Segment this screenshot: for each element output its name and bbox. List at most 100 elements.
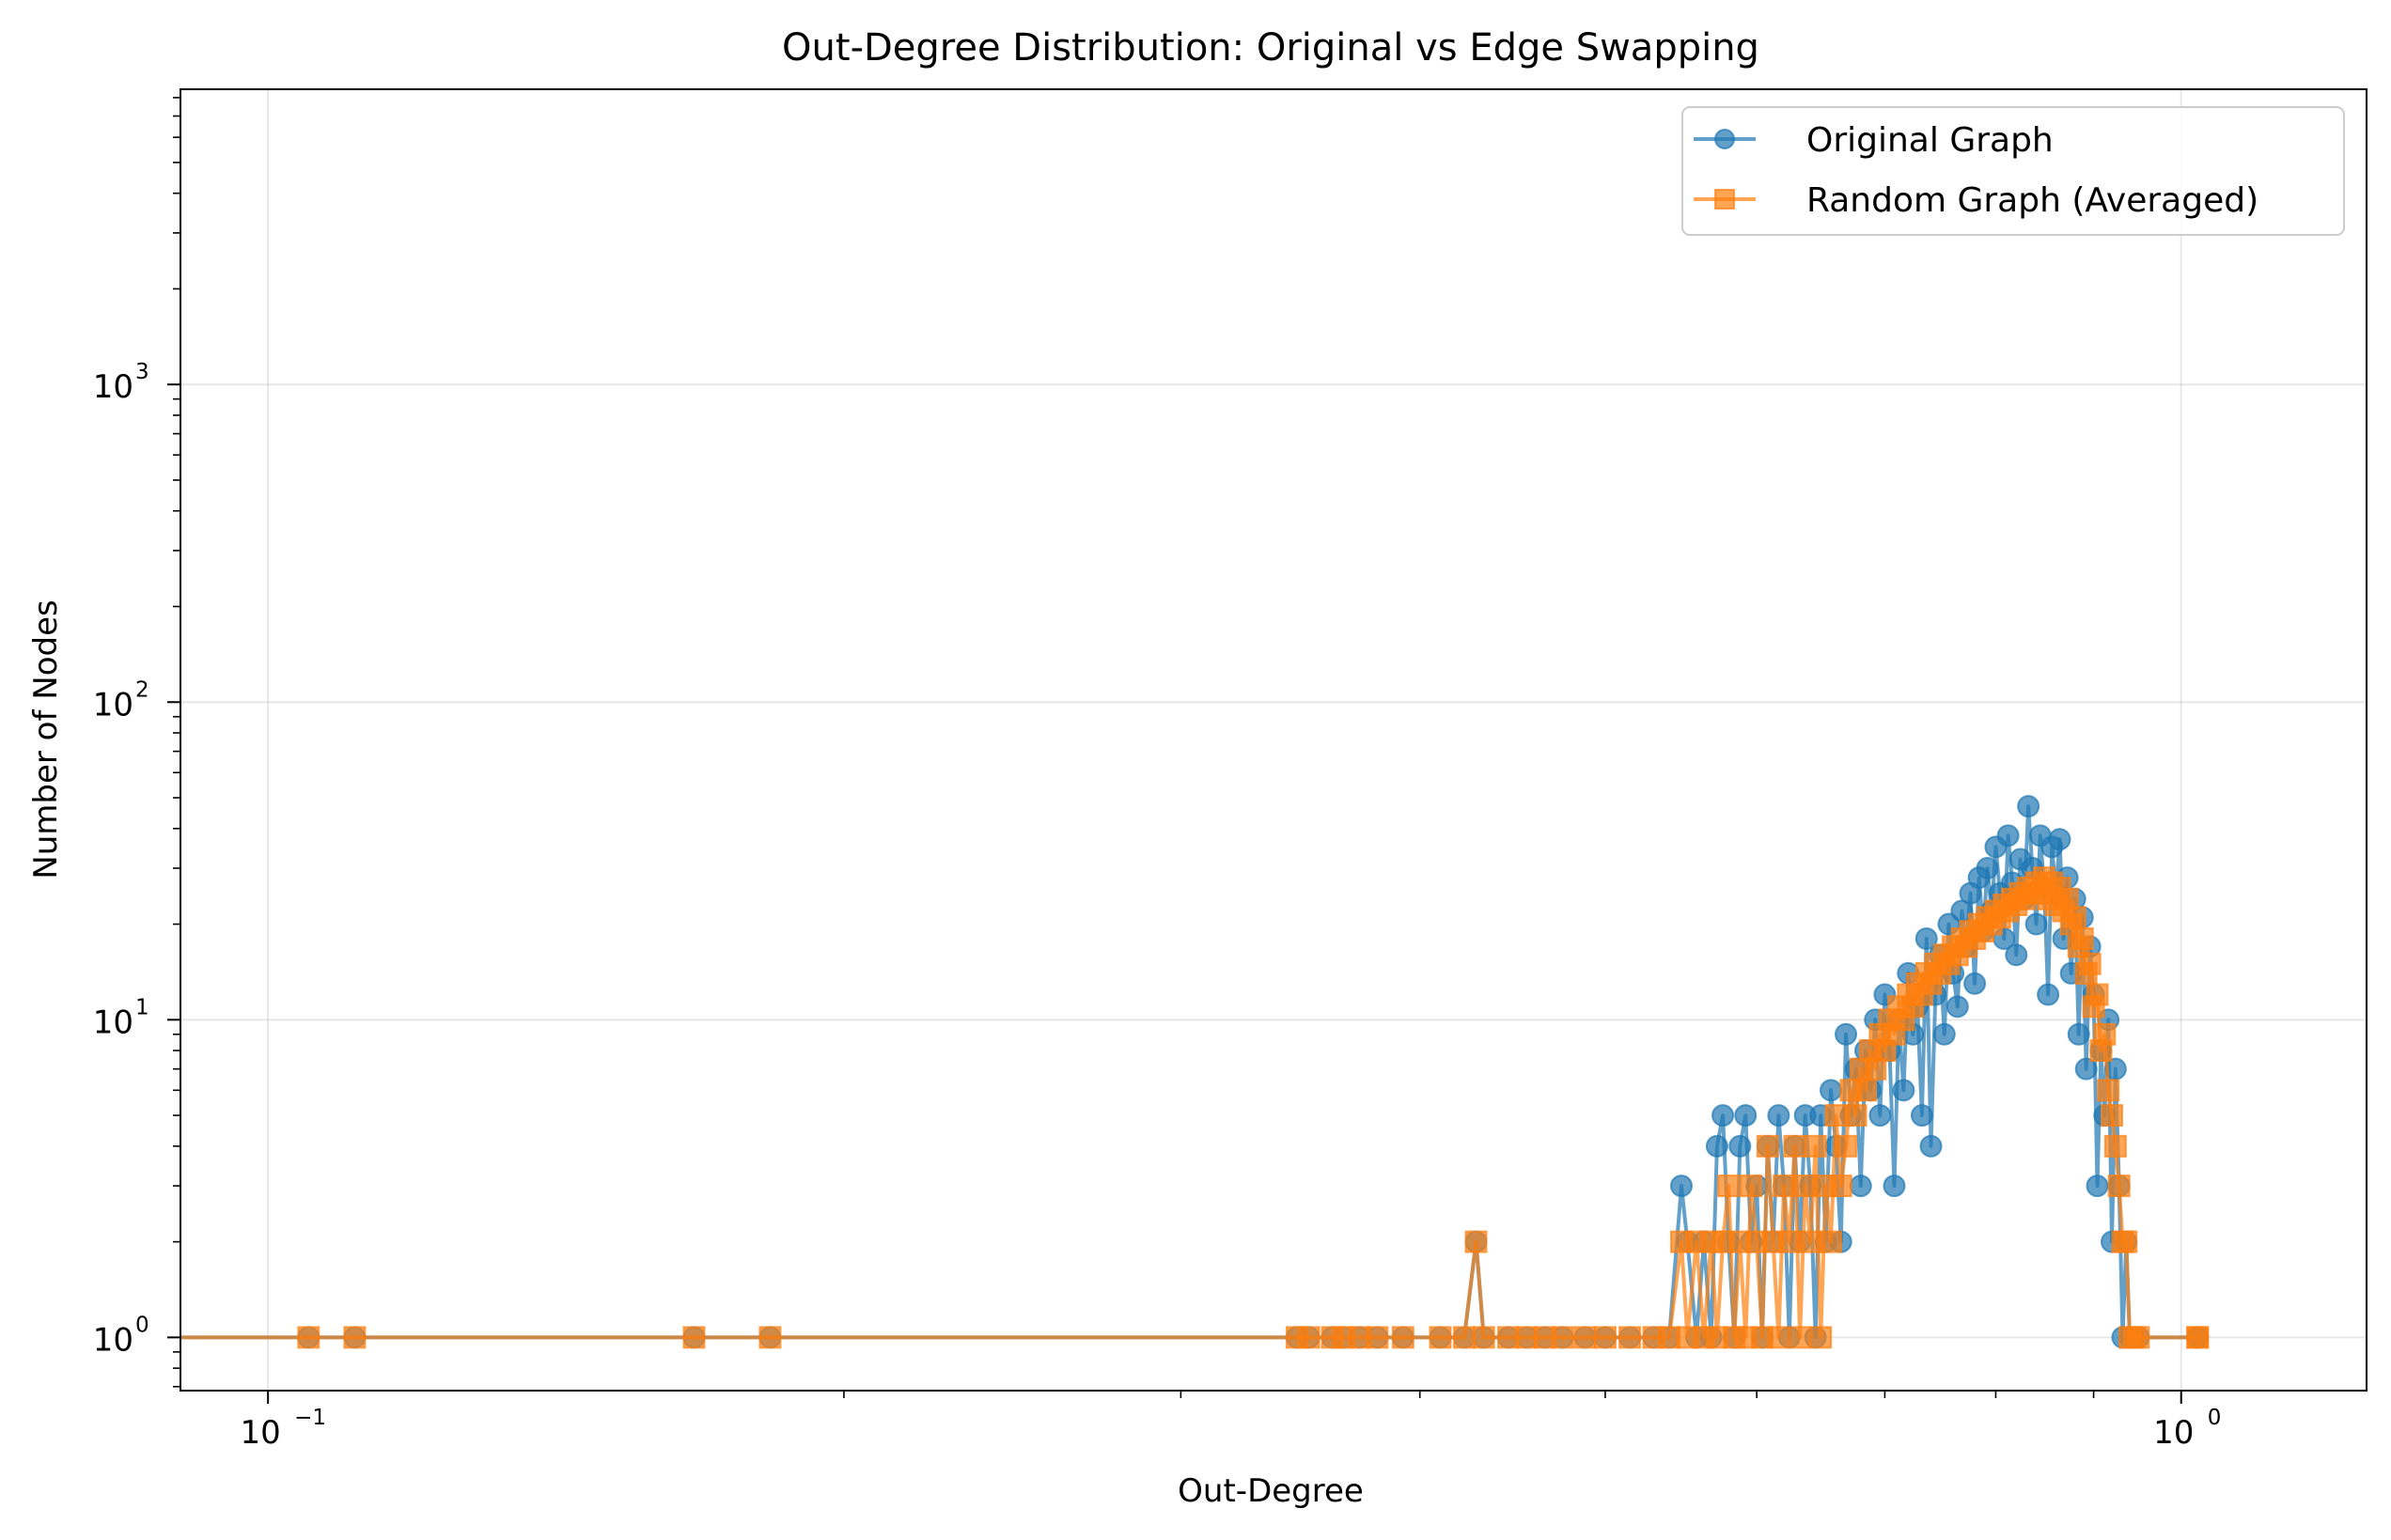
data-point-square bbox=[1853, 1079, 1877, 1102]
x-tick-exponent: −1 bbox=[294, 1406, 326, 1430]
data-point-square bbox=[1618, 1326, 1642, 1349]
data-point-square bbox=[2086, 983, 2109, 1006]
data-point-square bbox=[1777, 1230, 1801, 1253]
data-point-square bbox=[1824, 1104, 1848, 1128]
data-point-circle bbox=[1711, 1104, 1735, 1128]
y-tick-label: 10 bbox=[93, 1003, 133, 1041]
data-point-square bbox=[297, 1326, 320, 1349]
data-point-square bbox=[1835, 1134, 1858, 1158]
data-point-square bbox=[1366, 1326, 1389, 1349]
data-point-square bbox=[1820, 1230, 1843, 1253]
series-layer bbox=[180, 795, 2210, 1349]
data-point-circle bbox=[2074, 1057, 2098, 1081]
y-tick-label: 10 bbox=[93, 1321, 133, 1359]
data-point-circle bbox=[1767, 1104, 1790, 1128]
data-point-square bbox=[1391, 1326, 1414, 1349]
data-point-square bbox=[1472, 1326, 1495, 1349]
data-point-circle bbox=[1849, 1174, 1872, 1198]
x-tick-exponent: 0 bbox=[2208, 1406, 2222, 1430]
series-random-graph bbox=[180, 866, 2210, 1349]
data-point-circle bbox=[2067, 1022, 2090, 1046]
legend-label-original: Original Graph bbox=[1806, 121, 2054, 160]
data-point-square bbox=[1804, 1134, 1827, 1158]
legend-box bbox=[1681, 106, 2345, 236]
data-point-square bbox=[1844, 1104, 1867, 1128]
y-tick-exponent: 1 bbox=[135, 995, 149, 1019]
data-point-square bbox=[1789, 1326, 1812, 1349]
y-axis-label: Number of Nodes bbox=[27, 599, 65, 879]
data-point-circle bbox=[1835, 1022, 1858, 1046]
plot-area-frame bbox=[180, 88, 2368, 1392]
data-point-circle bbox=[1996, 824, 2020, 848]
data-point-circle bbox=[1868, 1104, 1892, 1128]
data-point-circle bbox=[1963, 972, 1987, 995]
x-tick-label: 10 bbox=[241, 1414, 281, 1452]
data-point-circle bbox=[1932, 1022, 1956, 1046]
data-point-square bbox=[2103, 1134, 2127, 1158]
data-point-circle bbox=[2005, 943, 2028, 967]
data-point-circle bbox=[1914, 927, 1938, 951]
data-point-square bbox=[2097, 1079, 2120, 1102]
data-point-circle bbox=[1892, 1079, 1915, 1102]
legend-label-random: Random Graph (Averaged) bbox=[1806, 181, 2258, 220]
data-point-square bbox=[2093, 1022, 2117, 1046]
y-tick-exponent: 0 bbox=[135, 1313, 149, 1337]
data-point-square bbox=[1573, 1326, 1597, 1349]
data-point-square bbox=[1829, 1174, 1852, 1198]
data-point-circle bbox=[1910, 1104, 1933, 1128]
data-point-circle bbox=[2086, 1174, 2109, 1198]
data-point-square bbox=[343, 1326, 367, 1349]
data-point-circle bbox=[1946, 995, 1969, 1019]
x-axis-label: Out-Degree bbox=[1178, 1472, 1364, 1510]
data-point-square bbox=[1767, 1326, 1790, 1349]
data-point-circle bbox=[1728, 1134, 1752, 1158]
data-point-square bbox=[1717, 1174, 1741, 1198]
x-tick-label: 10 bbox=[2153, 1414, 2194, 1452]
legend-marker-square-icon bbox=[1714, 189, 1735, 210]
data-point-square bbox=[1756, 1134, 1779, 1158]
data-point-circle bbox=[1976, 857, 1999, 880]
data-point-square bbox=[2101, 1104, 2124, 1128]
data-point-square bbox=[2186, 1326, 2210, 1349]
y-tick-exponent: 2 bbox=[135, 677, 149, 702]
data-point-circle bbox=[1820, 1079, 1843, 1102]
data-point-square bbox=[1740, 1174, 1763, 1198]
data-point-circle bbox=[2024, 912, 2048, 936]
data-point-circle bbox=[1705, 1134, 1728, 1158]
data-point-circle bbox=[2037, 983, 2060, 1006]
data-point-circle bbox=[2017, 795, 2040, 818]
data-point-square bbox=[1793, 1174, 1817, 1198]
data-point-square bbox=[758, 1326, 782, 1349]
data-point-square bbox=[1783, 1134, 1806, 1158]
data-point-circle bbox=[1919, 1134, 1943, 1158]
data-point-square bbox=[1593, 1326, 1617, 1349]
data-point-circle bbox=[2048, 828, 2071, 851]
data-point-circle bbox=[1669, 1174, 1693, 1198]
data-point-square bbox=[1799, 1230, 1822, 1253]
data-point-square bbox=[2078, 952, 2102, 975]
data-point-square bbox=[682, 1326, 706, 1349]
data-point-circle bbox=[1734, 1104, 1758, 1128]
data-point-square bbox=[1297, 1326, 1321, 1349]
data-point-circle bbox=[1883, 1174, 1906, 1198]
data-point-square bbox=[1464, 1230, 1488, 1253]
y-tick-exponent: 3 bbox=[135, 360, 149, 384]
data-point-square bbox=[1773, 1174, 1796, 1198]
data-point-square bbox=[1809, 1326, 1833, 1349]
data-point-square bbox=[2071, 927, 2094, 951]
axis-ticks: 10 −1 10 010 010 110 210 3 bbox=[93, 97, 2222, 1452]
y-tick-label: 10 bbox=[93, 368, 133, 406]
data-point-square bbox=[1453, 1326, 1477, 1349]
data-point-square bbox=[2063, 906, 2086, 929]
data-point-square bbox=[2115, 1230, 2138, 1253]
legend: Original Graph Random Graph (Averaged) bbox=[1681, 106, 2345, 236]
chart-title: Out-Degree Distribution: Original vs Edg… bbox=[782, 26, 1759, 70]
data-point-square bbox=[1551, 1326, 1574, 1349]
data-point-square bbox=[2107, 1174, 2131, 1198]
data-point-square bbox=[1429, 1326, 1452, 1349]
y-tick-label: 10 bbox=[93, 686, 133, 723]
data-point-square bbox=[2127, 1326, 2150, 1349]
legend-marker-circle-icon bbox=[1714, 129, 1735, 149]
